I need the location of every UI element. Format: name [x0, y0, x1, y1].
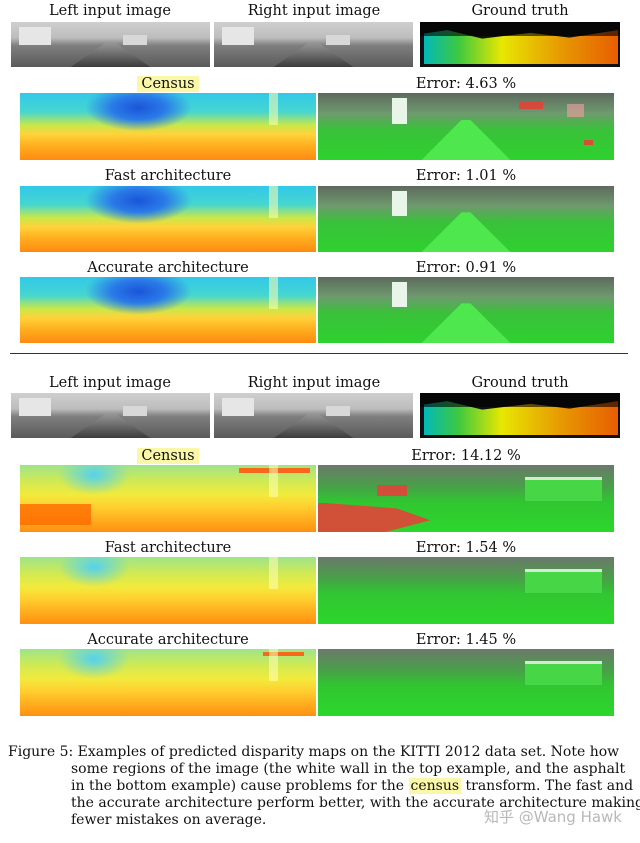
bottom-left-input-label: Left input image [49, 375, 171, 391]
bottom-fast-label: Fast architecture [104, 540, 232, 556]
bottom-left-input-image [11, 393, 210, 438]
bottom-census-label: Census [20, 447, 316, 465]
watermark: 知乎 @Wang Hawk [483, 808, 622, 826]
top-fast-error-map [318, 186, 614, 252]
bottom-accurate-error-map [318, 649, 614, 716]
top-left-input-image [11, 22, 210, 67]
caption-line-2: some regions of the image (the white wal… [71, 761, 626, 777]
bottom-right-input-image [214, 393, 413, 438]
top-right-input-label: Right input image [247, 3, 381, 19]
bottom-accurate-disparity-map [20, 649, 316, 716]
top-fast-disparity-map [20, 186, 316, 252]
top-accurate-label: Accurate architecture [87, 260, 249, 276]
top-fast-label: Fast architecture [104, 168, 232, 184]
bottom-accurate-error: Error: 1.45 % [415, 632, 517, 648]
top-fast-error: Error: 1.01 % [415, 168, 517, 184]
bottom-census-disparity-map [20, 465, 316, 532]
bottom-accurate-label: Accurate architecture [87, 632, 249, 648]
figure-caption: Figure 5: Examples of predicted disparit… [8, 744, 640, 829]
caption-line-4: the accurate architecture perform better… [71, 795, 640, 811]
top-census-error: Error: 4.63 % [415, 76, 517, 92]
bottom-ground-truth-image [420, 393, 620, 438]
caption-line-5: fewer mistakes on average. [71, 812, 267, 828]
top-ground-truth-image [420, 22, 620, 67]
top-census-disparity-map [20, 93, 316, 160]
bottom-fast-disparity-map [20, 557, 316, 624]
caption-line-1: Figure 5: Examples of predicted disparit… [8, 744, 620, 760]
bottom-fast-error-map [318, 557, 614, 624]
top-census-error-map [318, 93, 614, 160]
bottom-census-error-map [318, 465, 614, 532]
top-accurate-error: Error: 0.91 % [415, 260, 517, 276]
top-left-input-label: Left input image [49, 3, 171, 19]
bottom-ground-truth-label: Ground truth [471, 375, 569, 391]
bottom-census-error: Error: 14.12 % [411, 448, 521, 464]
bottom-fast-error: Error: 1.54 % [415, 540, 517, 556]
bottom-right-input-label: Right input image [247, 375, 381, 391]
top-census-label: Census [20, 75, 316, 93]
top-ground-truth-label: Ground truth [471, 3, 569, 19]
top-accurate-disparity-map [20, 277, 316, 343]
top-right-input-image [214, 22, 413, 67]
top-accurate-error-map [318, 277, 614, 343]
section-divider [10, 353, 628, 354]
caption-line-3: in the bottom example) cause problems fo… [71, 778, 634, 794]
